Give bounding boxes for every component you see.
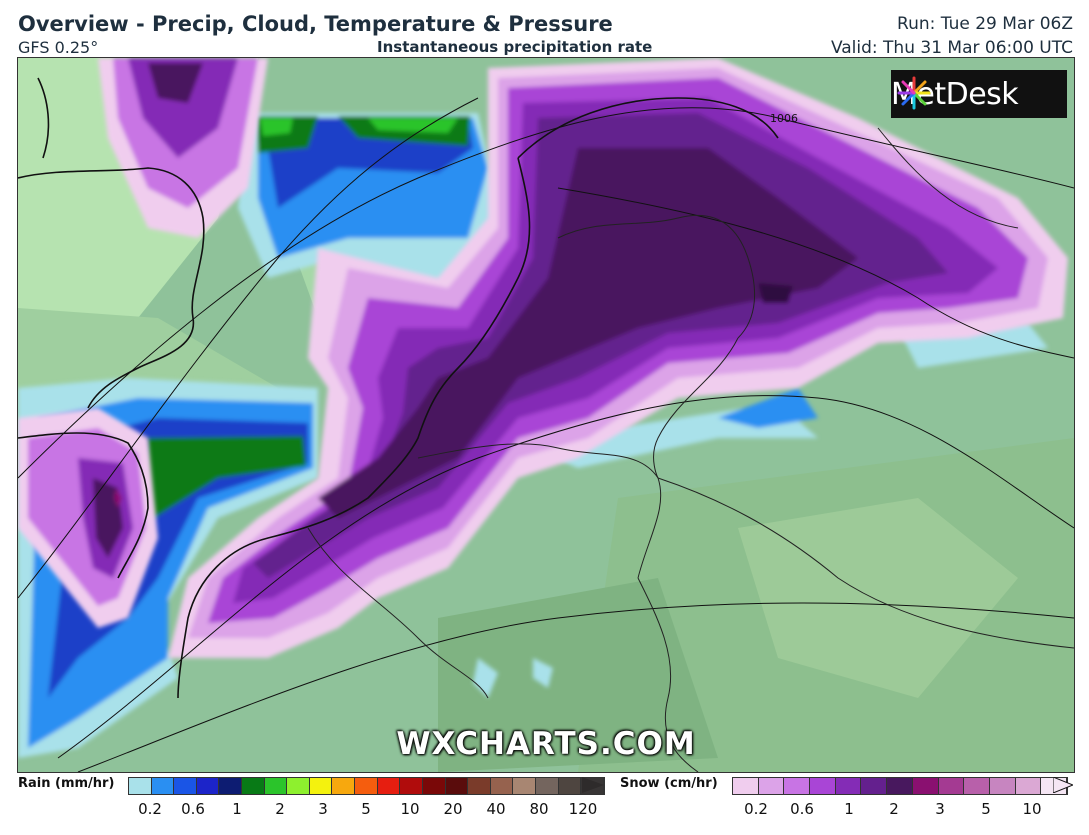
snow-legend-tick: 3 — [935, 800, 945, 818]
rain-legend-tick: 20 — [443, 800, 463, 818]
rain-legend-tick: 0.2 — [138, 800, 162, 818]
snow-legend-tick: 0.2 — [744, 800, 768, 818]
rain-legend-tick: 0.6 — [181, 800, 205, 818]
snow-legend-swatch — [912, 778, 939, 794]
isobar-label: 1006 — [770, 112, 798, 125]
snow-legend-arrow-icon — [1053, 777, 1073, 793]
coastline-north-sea — [517, 97, 779, 159]
isobar-1006 — [18, 107, 1074, 479]
rain-legend-tick: 1 — [232, 800, 242, 818]
coastline-continent — [177, 157, 531, 699]
snow-legend-scale — [732, 777, 1068, 795]
border-denmark — [877, 127, 1019, 229]
snow-legend-swatch — [835, 778, 862, 794]
snow-legend-swatch — [733, 778, 759, 794]
isobar-mid — [57, 395, 1074, 759]
snow-legend-swatch — [784, 778, 811, 794]
rain-legend-tick: 2 — [275, 800, 285, 818]
snow-legend-swatch — [938, 778, 965, 794]
rain-legend-tick: 3 — [318, 800, 328, 818]
watermark: WXCHARTS.COM — [396, 726, 696, 762]
rain-legend-swatch — [422, 778, 446, 794]
coastline-north — [37, 77, 50, 159]
snow-legend-swatch — [1015, 778, 1042, 794]
rain-legend-swatch — [196, 778, 220, 794]
isobar-west — [18, 97, 479, 599]
snow-legend-swatch — [964, 778, 990, 794]
snow-areas — [18, 58, 1068, 658]
chart-subtitle: Instantaneous precipitation rate — [377, 38, 653, 56]
metdesk-logo: MetDesk — [891, 70, 1067, 118]
rain-legend-tick: 80 — [529, 800, 549, 818]
rain-legend-swatch — [151, 778, 175, 794]
rain-legend-swatch — [242, 778, 265, 794]
isobar-south — [77, 602, 1074, 772]
snow-legend-tick: 10 — [1022, 800, 1042, 818]
valid-time: Valid: Thu 31 Mar 06:00 UTC — [830, 38, 1073, 58]
model-label: GFS 0.25° — [18, 38, 99, 57]
snow-legend-title: Snow (cm/hr) — [620, 776, 718, 791]
rain-legend-swatch — [332, 778, 356, 794]
rain-legend-swatch — [468, 778, 491, 794]
rain-legend-tick: 120 — [568, 800, 598, 818]
snow-legend-swatch — [758, 778, 785, 794]
rain-legend-swatch — [535, 778, 559, 794]
rain-legend-tick: 5 — [361, 800, 371, 818]
rain-legend-swatch — [377, 778, 401, 794]
rain-legend-swatch — [490, 778, 514, 794]
rain-legend-arrow-icon — [582, 777, 604, 793]
snow-legend-swatch — [810, 778, 836, 794]
snow-legend-swatch — [989, 778, 1016, 794]
terrain-highland — [738, 498, 1018, 698]
rain-legend-swatch — [264, 778, 288, 794]
weather-map: 1006 MetDesk WXCHARTS.COM — [17, 57, 1075, 773]
isobar-north — [557, 187, 1074, 359]
rain-legend-swatch — [400, 778, 423, 794]
snow-legend-swatch — [887, 778, 913, 794]
map-canvas — [18, 58, 1074, 772]
snow-legend-tick: 5 — [981, 800, 991, 818]
snow-legend-tick: 0.6 — [790, 800, 814, 818]
borders — [307, 127, 1074, 772]
border-belgium — [417, 443, 662, 579]
metdesk-logo-icon — [897, 76, 931, 110]
border-netherlands — [557, 214, 756, 339]
rain-legend-swatch — [287, 778, 310, 794]
coastline-england — [18, 167, 205, 409]
snow-legend-tick: 2 — [889, 800, 899, 818]
rain-legend-swatch — [513, 778, 536, 794]
border-france — [307, 527, 489, 699]
snow-legend-swatch — [861, 778, 888, 794]
run-time: Run: Tue 29 Mar 06Z — [897, 14, 1073, 34]
coastlines — [18, 77, 779, 699]
border-lux — [637, 577, 699, 772]
border-germany — [653, 337, 739, 479]
coastline-south-england — [18, 432, 149, 579]
rain-legend-swatch — [309, 778, 333, 794]
isobars — [18, 97, 1074, 772]
snow-legend-tick: 1 — [844, 800, 854, 818]
rain-legend-tick: 40 — [486, 800, 506, 818]
rain-legend-title: Rain (mm/hr) — [18, 776, 115, 791]
rain-legend-swatch — [355, 778, 378, 794]
rain-legend-swatch — [129, 778, 152, 794]
chart-title: Overview - Precip, Cloud, Temperature & … — [18, 12, 613, 36]
rain-legend-swatch — [558, 778, 582, 794]
rain-legend-swatch — [445, 778, 469, 794]
border-east — [657, 477, 1074, 649]
rain-legend-swatch — [219, 778, 243, 794]
rain-legend-scale — [128, 777, 605, 795]
rain-legend-swatch — [174, 778, 197, 794]
rain-legend-tick: 10 — [400, 800, 420, 818]
